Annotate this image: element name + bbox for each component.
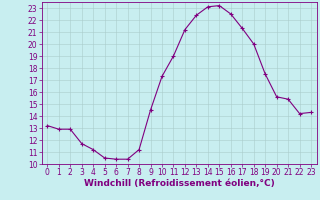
X-axis label: Windchill (Refroidissement éolien,°C): Windchill (Refroidissement éolien,°C) (84, 179, 275, 188)
